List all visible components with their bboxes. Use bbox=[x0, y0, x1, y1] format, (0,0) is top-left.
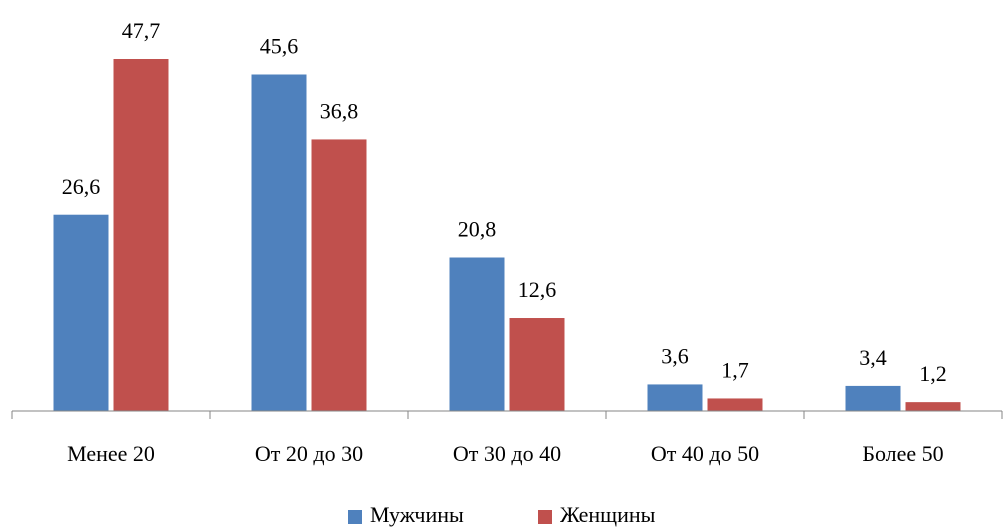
x-tick-label: Более 50 bbox=[862, 441, 943, 466]
bar bbox=[311, 139, 367, 411]
bar bbox=[509, 318, 565, 411]
x-tick-label: От 20 до 30 bbox=[255, 441, 363, 466]
data-label: 3,6 bbox=[661, 343, 689, 368]
data-label: 12,6 bbox=[518, 277, 557, 302]
legend-label: Женщины bbox=[560, 502, 656, 527]
data-label: 3,4 bbox=[859, 345, 887, 370]
bar bbox=[647, 384, 703, 411]
data-label: 1,7 bbox=[721, 358, 749, 383]
legend-label: Мужчины bbox=[370, 502, 464, 527]
bar bbox=[845, 385, 901, 411]
x-tick-label: Менее 20 bbox=[67, 441, 155, 466]
data-label: 1,2 bbox=[919, 361, 947, 386]
legend-swatch bbox=[538, 510, 552, 524]
data-label: 36,8 bbox=[320, 98, 359, 123]
bar bbox=[449, 257, 505, 411]
data-label: 20,8 bbox=[458, 217, 497, 242]
data-label: 45,6 bbox=[260, 34, 299, 59]
bar bbox=[53, 214, 109, 411]
x-tick-label: От 40 до 50 bbox=[651, 441, 759, 466]
bar bbox=[707, 398, 763, 411]
x-tick-label: От 30 до 40 bbox=[453, 441, 561, 466]
legend-swatch bbox=[348, 510, 362, 524]
data-label: 47,7 bbox=[122, 18, 161, 43]
bar bbox=[905, 402, 961, 411]
bar bbox=[113, 59, 169, 411]
data-label: 26,6 bbox=[62, 174, 101, 199]
bar bbox=[251, 74, 307, 411]
